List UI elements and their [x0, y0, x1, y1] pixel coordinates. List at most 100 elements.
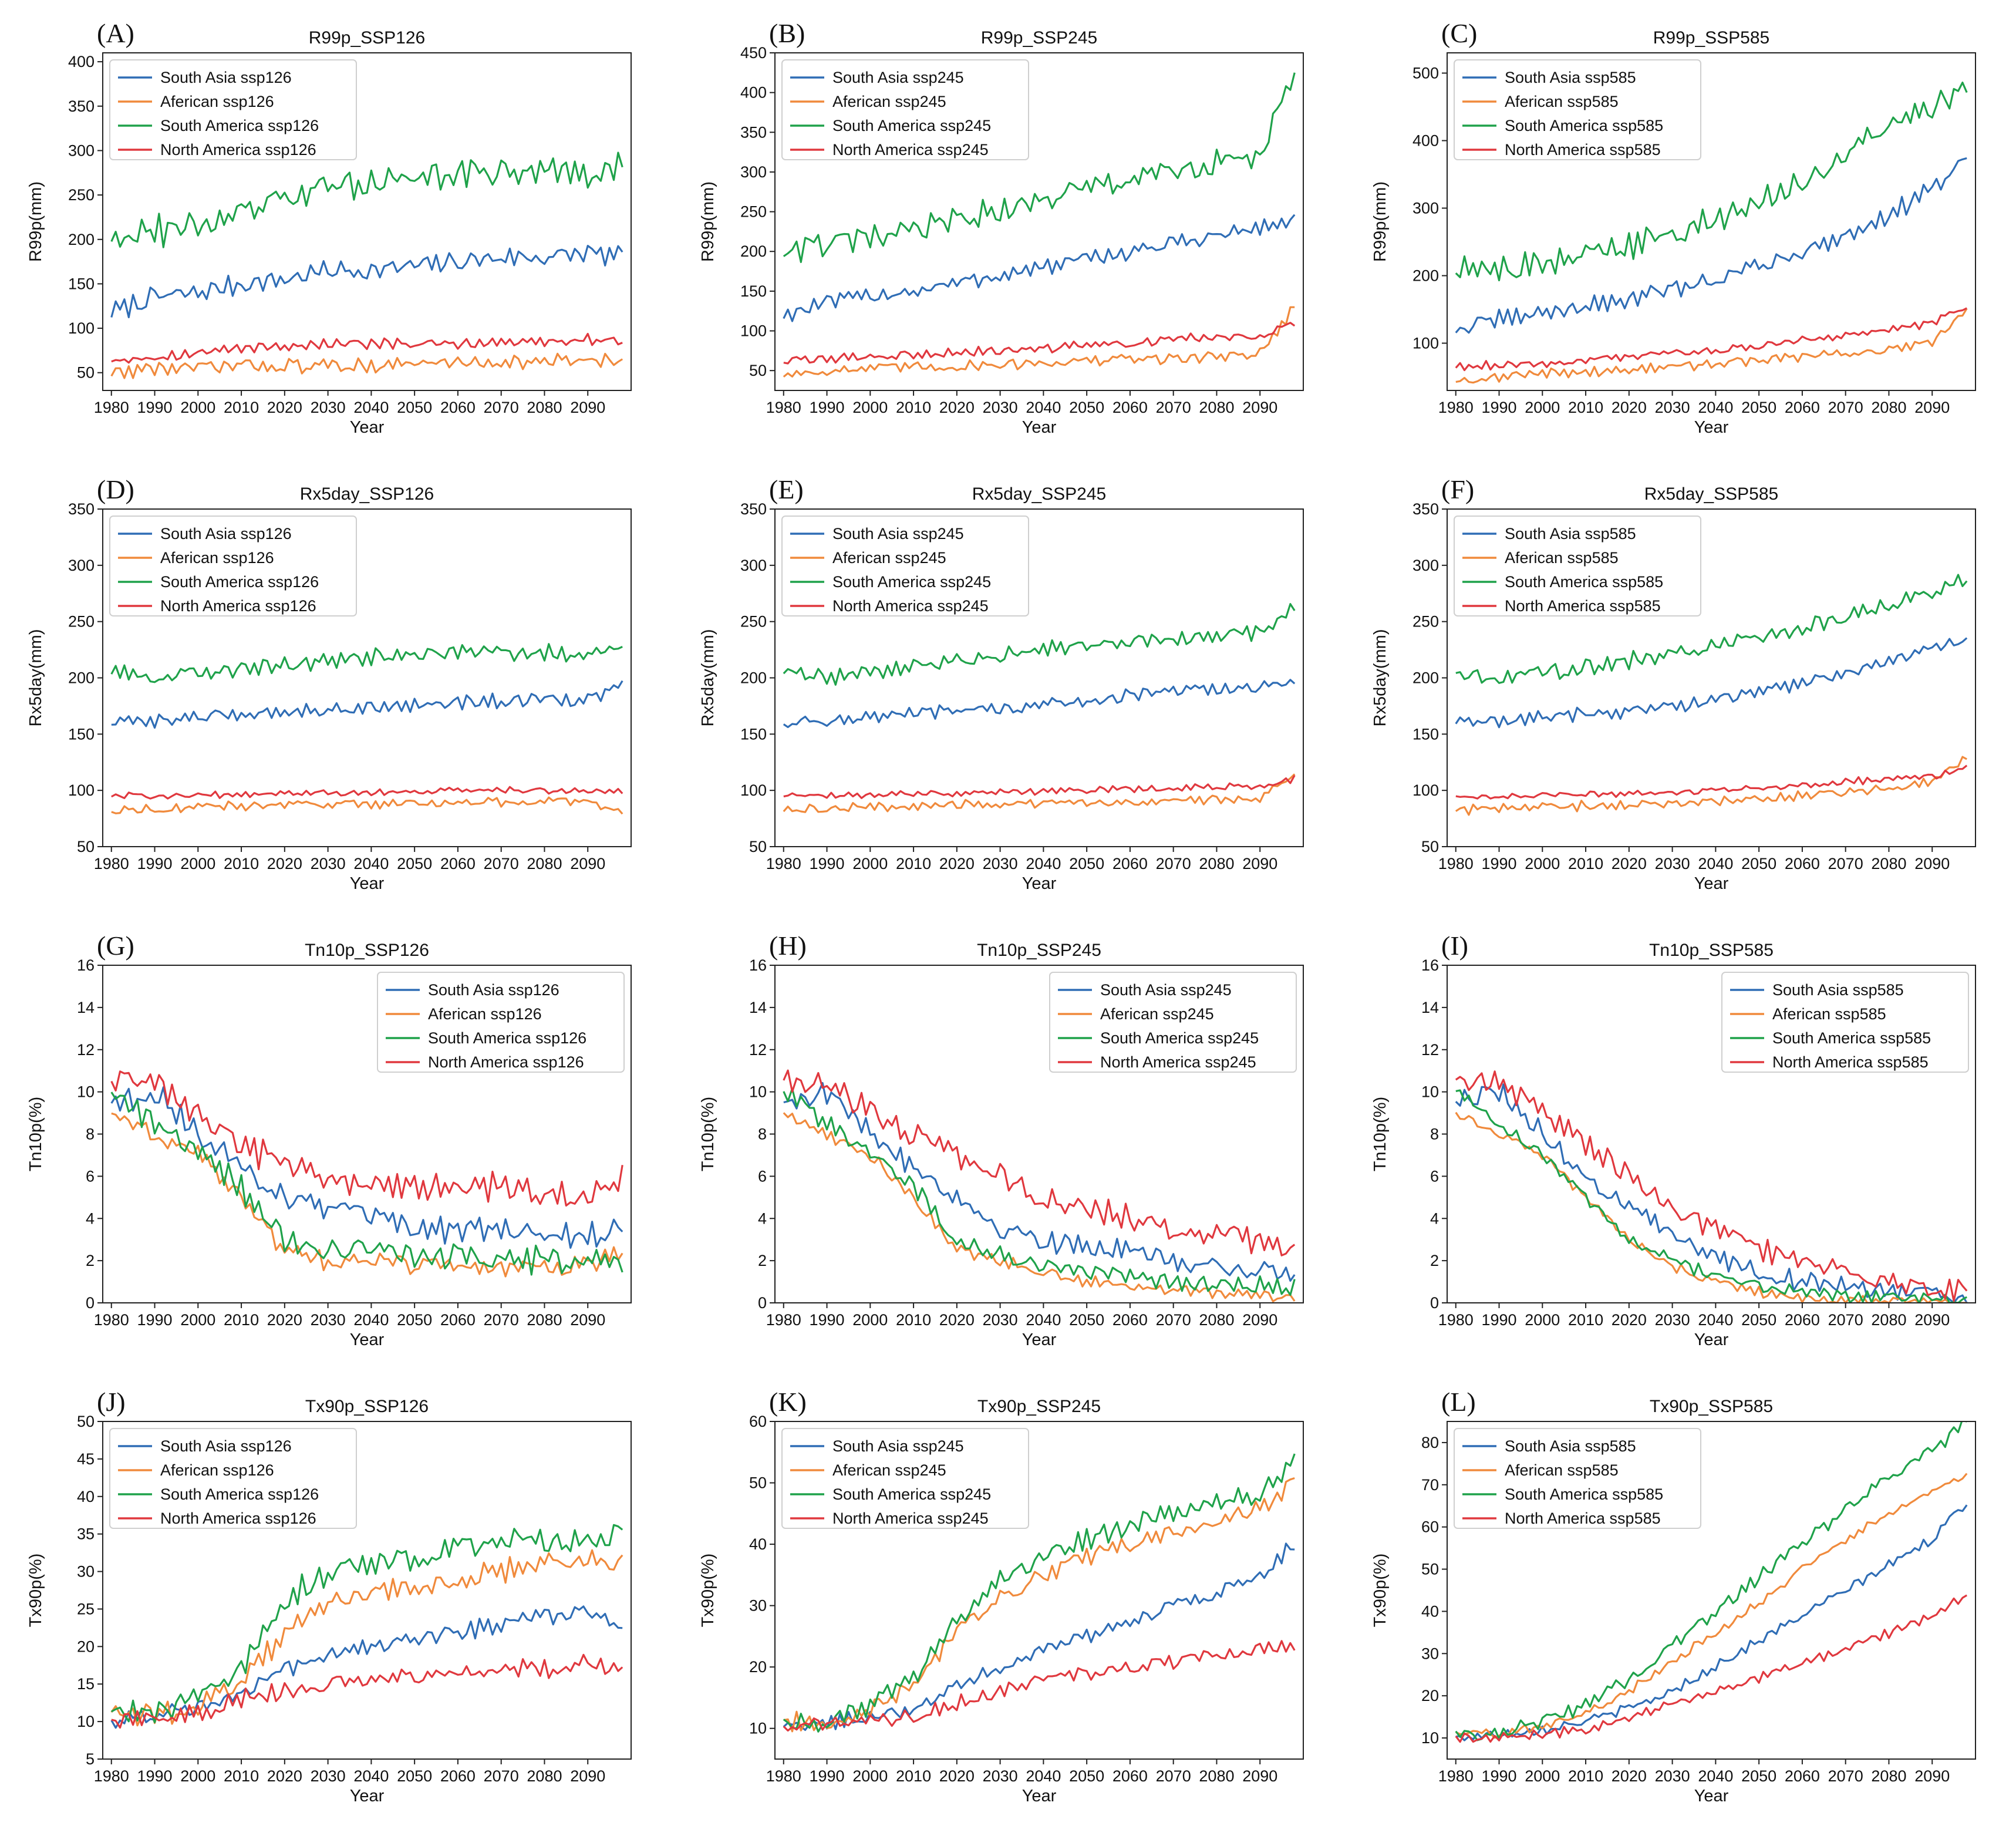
series-line-south-america	[1455, 82, 1968, 282]
x-tick-label: 2090	[1914, 1311, 1950, 1329]
series-line-aferican	[783, 1477, 1295, 1733]
x-tick-label: 2070	[484, 399, 519, 416]
y-tick-label: 250	[740, 613, 767, 631]
y-tick-label: 300	[740, 557, 767, 574]
series-line-north-america	[783, 774, 1296, 799]
x-tick-label: 2040	[1698, 1767, 1733, 1785]
legend: South Asia ssp245 Aferican ssp245 South Am…	[781, 59, 1029, 160]
series-line-south-asia	[1455, 637, 1968, 729]
y-axis-label: Tn10p(%)	[26, 1097, 45, 1171]
y-tick-label: 450	[740, 44, 767, 62]
x-tick-label: 2010	[1568, 399, 1603, 416]
legend-entry: Aferican ssp585	[1505, 93, 1619, 110]
series-line-south-america	[1455, 574, 1968, 684]
x-tick-label: 2070	[1828, 1311, 1863, 1329]
series-line-south-asia	[783, 679, 1296, 728]
legend-entry: South Asia ssp585	[1505, 1437, 1636, 1455]
series-line-north-america	[111, 332, 623, 364]
x-tick-label: 1980	[1438, 399, 1474, 416]
legend: South Asia ssp585 Aferican ssp585 South Am…	[1454, 516, 1701, 616]
x-tick-label: 1990	[1481, 399, 1516, 416]
y-axis-label: R99p(mm)	[699, 181, 717, 262]
y-tick-label: 5	[86, 1750, 95, 1768]
x-axis-label: Year	[1022, 1330, 1057, 1349]
x-tick-label: 2050	[1741, 1311, 1776, 1329]
plot-frame	[1447, 52, 1976, 391]
y-tick-label: 30	[77, 1563, 95, 1581]
y-tick-label: 12	[1421, 1041, 1439, 1059]
x-tick-label: 2080	[1871, 1767, 1906, 1785]
x-tick-label: 2080	[1871, 855, 1906, 872]
x-tick-label: 2010	[1568, 1767, 1603, 1785]
y-tick-label: 4	[758, 1210, 767, 1227]
chart-title: R99p_SSP585	[1653, 28, 1770, 48]
y-tick-label: 14	[749, 999, 767, 1016]
x-tick-label: 2090	[1242, 855, 1277, 872]
y-tick-label: 400	[68, 53, 95, 70]
x-tick-label: 2000	[852, 399, 888, 416]
x-tick-label: 2060	[1785, 855, 1820, 872]
legend-entry: North America ssp245	[832, 141, 989, 159]
legend-entry: Aferican ssp585	[1505, 1461, 1619, 1479]
legend-entry: South Asia ssp126	[160, 69, 292, 86]
y-tick-label: 15	[77, 1675, 95, 1693]
x-tick-label: 1980	[1438, 855, 1474, 872]
chart-panel-e: (E) Rx5day_SSP245 50 100 150 200 250 300 350 1980…	[672, 456, 1344, 912]
legend: South Asia ssp126 Aferican ssp126 South Am…	[109, 516, 357, 616]
y-tick-label: 350	[740, 500, 767, 518]
x-tick-label: 2040	[353, 1767, 389, 1785]
legend: South Asia ssp126 Aferican ssp126 South Am…	[109, 1428, 357, 1529]
x-tick-label: 2080	[1871, 1311, 1906, 1329]
plot-frame	[774, 52, 1304, 391]
panel-label: (L)	[1441, 1387, 1476, 1417]
x-tick-label: 2030	[311, 399, 346, 416]
series-line-south-asia	[1455, 157, 1967, 334]
x-tick-label: 2060	[1112, 1311, 1148, 1329]
y-tick-label: 10	[1421, 1729, 1439, 1747]
y-tick-label: 6	[1430, 1167, 1439, 1185]
y-tick-label: 70	[1421, 1476, 1439, 1494]
panel-label: (C)	[1441, 18, 1477, 48]
y-tick-label: 200	[1412, 669, 1439, 687]
panel-label: (B)	[769, 18, 805, 48]
x-tick-label: 2060	[440, 855, 476, 872]
x-tick-label: 2000	[1525, 399, 1560, 416]
chart-title: Rx5day_SSP245	[972, 484, 1107, 504]
x-tick-label: 2030	[983, 399, 1018, 416]
legend-entry: Aferican ssp245	[832, 93, 946, 110]
legend-entry: South Asia ssp245	[832, 69, 964, 86]
chart-svg: (F) Rx5day_SSP585 50 100 150 200 250 300 350 1980…	[1371, 474, 1976, 893]
x-tick-label: 2030	[1655, 855, 1690, 872]
y-tick-label: 100	[740, 781, 767, 799]
x-axis-label: Year	[1694, 418, 1729, 437]
legend-entry: North America ssp585	[1505, 141, 1661, 159]
y-tick-label: 200	[68, 231, 95, 248]
legend-entry: North America ssp585	[1505, 1510, 1661, 1527]
y-tick-label: 100	[68, 319, 95, 337]
series-line-aferican	[110, 352, 623, 379]
chart-svg: (D) Rx5day_SSP126 50 100 150 200 250 300 350 1980…	[26, 474, 632, 893]
legend-entry: Aferican ssp585	[1772, 1005, 1886, 1023]
x-tick-label: 2030	[1655, 399, 1690, 416]
series-line-south-asia	[1455, 1504, 1968, 1741]
y-axis-label: R99p(mm)	[26, 181, 45, 262]
x-tick-label: 1990	[137, 855, 172, 872]
x-tick-label: 2040	[353, 855, 389, 872]
legend-entry: Aferican ssp126	[160, 93, 274, 110]
x-tick-label: 2080	[527, 1767, 562, 1785]
x-tick-label: 2030	[311, 855, 346, 872]
chart-title: Tx90p_SSP245	[977, 1397, 1101, 1416]
y-tick-label: 400	[1412, 132, 1439, 150]
legend-entry: North America ssp126	[160, 1510, 316, 1527]
x-tick-label: 2040	[1026, 855, 1061, 872]
series-line-south-america	[1455, 1421, 1967, 1741]
y-axis-label: Tn10p(%)	[699, 1097, 717, 1171]
y-tick-label: 4	[86, 1210, 95, 1227]
legend-entry: South Asia ssp585	[1505, 525, 1636, 543]
y-axis-label: Tx90p(%)	[26, 1554, 45, 1628]
x-tick-label: 1990	[137, 1311, 172, 1329]
legend-entry: South Asia ssp126	[160, 1437, 292, 1455]
y-tick-label: 0	[1430, 1294, 1439, 1312]
panel-label: (A)	[97, 18, 134, 48]
x-tick-label: 2020	[1612, 399, 1647, 416]
